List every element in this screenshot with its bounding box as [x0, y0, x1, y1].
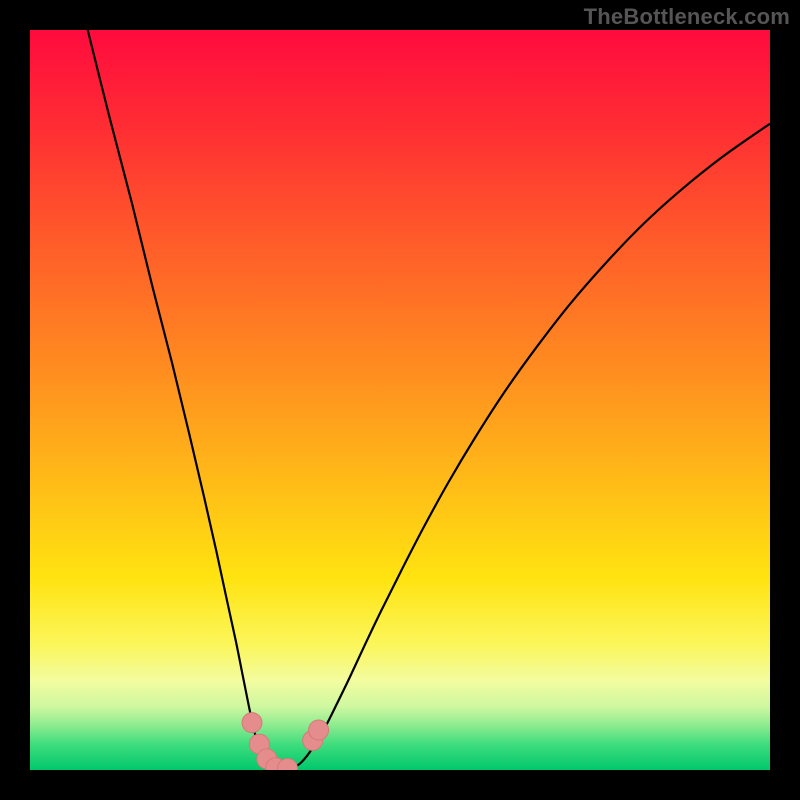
- watermark-text: TheBottleneck.com: [584, 4, 790, 30]
- gradient-background: [30, 30, 770, 770]
- curve-marker: [278, 759, 298, 779]
- curve-marker: [309, 720, 329, 740]
- bottleneck-chart: [0, 0, 800, 800]
- curve-marker: [242, 713, 262, 733]
- chart-container: TheBottleneck.com: [0, 0, 800, 800]
